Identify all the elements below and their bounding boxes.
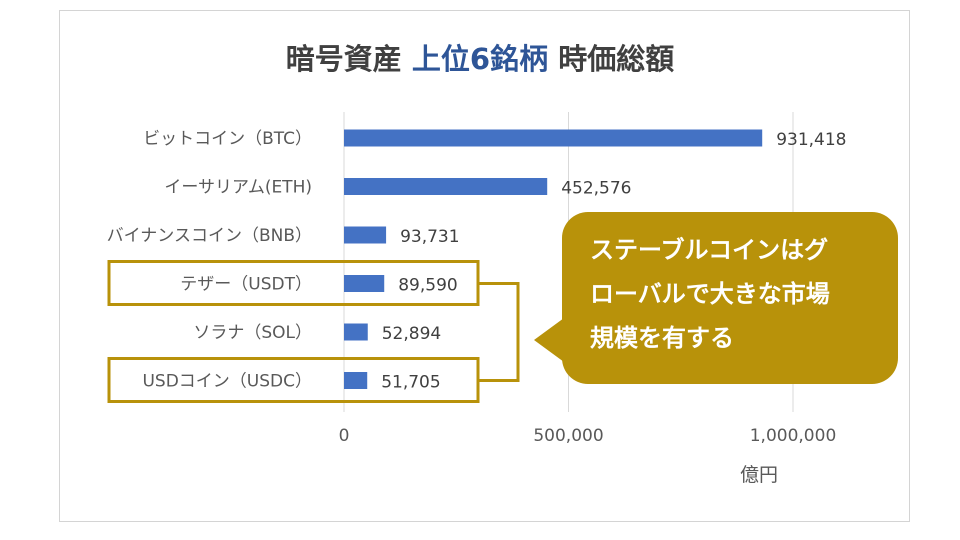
bar [344, 129, 763, 147]
x-tick-label: 0 [339, 426, 350, 446]
callout-line-3: 規模を有する [590, 324, 734, 352]
category-label: USDコイン（USDC） [142, 372, 312, 392]
x-tick-label: 1,000,000 [750, 426, 837, 446]
data-label: 452,576 [561, 179, 631, 199]
category-label: バイナンスコイン（BNB） [107, 226, 312, 246]
category-label: ビットコイン（BTC） [143, 129, 312, 149]
bar [344, 323, 368, 341]
bar [344, 226, 387, 244]
title-part-1: 暗号資産 [285, 42, 412, 76]
bracket-connector [478, 282, 520, 382]
callout-box: ステーブルコインはグ ローバルで大きな市場 規模を有する [562, 212, 898, 384]
chart-title: 暗号資産 上位6銘柄 時価総額 [0, 36, 960, 78]
data-label: 89,590 [398, 276, 457, 296]
bar [344, 178, 548, 195]
category-label: イーサリアム(ETH) [164, 178, 312, 198]
x-tick-label: 500,000 [533, 426, 603, 446]
bar [344, 372, 368, 389]
category-label: テザー（USDT） [180, 275, 312, 295]
title-part-3: 時価総額 [548, 42, 675, 76]
bar [344, 275, 385, 292]
category-label: ソラナ（SOL） [193, 323, 312, 343]
data-label: 931,418 [776, 130, 846, 150]
callout-tail [534, 318, 564, 362]
x-axis-unit-label: 億円 [740, 464, 779, 486]
data-label: 51,705 [381, 373, 440, 393]
callout-line-2: ローバルで大きな市場 [590, 280, 830, 308]
data-label: 93,731 [400, 227, 459, 247]
data-label: 52,894 [382, 324, 441, 344]
callout-line-1: ステーブルコインはグ [590, 236, 829, 264]
title-highlight: 上位6銘柄 [411, 42, 549, 76]
